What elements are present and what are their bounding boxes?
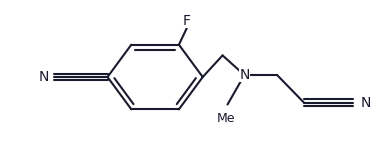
Text: N: N [39,70,49,84]
Text: Me: Me [216,112,235,125]
Text: N: N [239,68,250,82]
Text: N: N [360,95,371,110]
Text: F: F [183,14,191,28]
